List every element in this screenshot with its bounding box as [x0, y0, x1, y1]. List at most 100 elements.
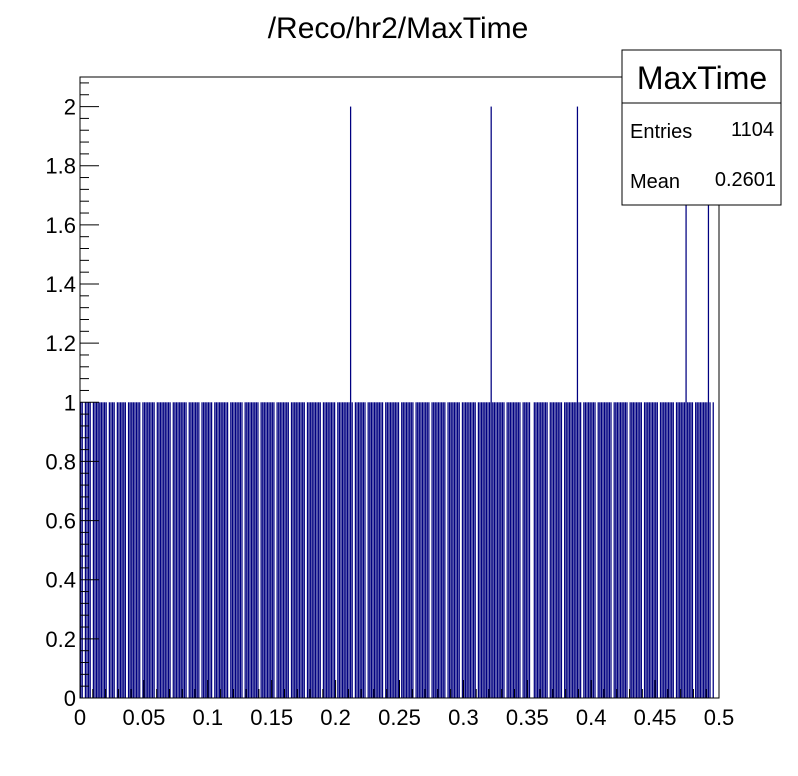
histogram-bar	[193, 402, 195, 698]
histogram-bar	[479, 402, 481, 698]
histogram-bar	[525, 402, 527, 698]
histogram-bar	[407, 402, 409, 698]
histogram-bar	[426, 402, 428, 698]
histogram-bar	[332, 402, 334, 698]
histogram-bar	[292, 402, 294, 698]
histogram-bar	[190, 402, 192, 698]
histogram-bar	[105, 402, 107, 698]
histogram-bar	[100, 402, 103, 698]
histogram-bar	[492, 402, 494, 698]
histogram-bar	[97, 402, 99, 698]
histogram-bar	[231, 402, 234, 698]
histogram-bar	[329, 402, 331, 698]
histogram-bar	[249, 402, 251, 698]
histogram-bar	[495, 402, 497, 698]
x-axis: 0 0.05 0.1 0.15 0.2 0.25 0.3 0.35 0.4 0.45 0.5	[74, 680, 734, 730]
histogram-bar	[522, 402, 524, 698]
histogram-bar	[706, 402, 708, 698]
histogram-bar	[81, 402, 83, 698]
histogram-bar	[679, 402, 681, 698]
histogram-bar	[592, 402, 595, 698]
histogram-bar	[536, 402, 539, 698]
histogram-bar	[607, 402, 609, 698]
histogram-bar	[653, 402, 655, 698]
histogram-bar	[482, 402, 484, 698]
histogram-bar	[207, 402, 210, 698]
histogram-bar	[327, 402, 329, 698]
histogram-bar	[337, 402, 339, 698]
histogram-bar	[373, 402, 376, 698]
y-tick-label: 2	[64, 95, 76, 120]
histogram-bar	[503, 402, 505, 698]
x-tick-label: 0.45	[634, 705, 677, 730]
histogram-bar	[659, 402, 662, 698]
histogram-bar	[158, 402, 160, 698]
histogram-bar	[276, 402, 278, 698]
histogram-bar	[201, 402, 203, 698]
histogram-bar	[233, 402, 235, 698]
histogram-bar	[519, 402, 521, 698]
histogram-bar	[517, 402, 519, 698]
histogram-bar	[588, 402, 590, 698]
histogram-bar	[461, 402, 464, 698]
histogram-bar	[682, 402, 684, 698]
histogram-bar	[586, 402, 588, 698]
histogram-bar	[175, 402, 178, 698]
histogram-bar	[450, 402, 452, 698]
histogram-bar	[661, 402, 663, 698]
histogram-bar	[123, 402, 125, 698]
histogram-bar	[113, 402, 115, 698]
histogram-bar	[410, 402, 412, 698]
histogram-bar	[244, 402, 246, 698]
histogram-bar	[637, 402, 639, 698]
histogram-bar	[286, 402, 288, 698]
x-tick-label: 0.5	[704, 705, 735, 730]
histogram-bar	[330, 402, 333, 698]
histogram-bar	[341, 402, 344, 698]
histogram-bar	[602, 402, 604, 698]
histogram-bar	[580, 402, 582, 698]
histogram-bar	[268, 402, 270, 698]
histogram-bar	[255, 402, 257, 698]
y-tick-label: 0	[64, 686, 76, 711]
histogram-bar	[488, 402, 491, 698]
histogram-bar	[222, 402, 224, 698]
histogram-bar	[477, 402, 480, 698]
histogram-bar	[356, 402, 358, 698]
histogram-bar	[575, 402, 577, 698]
histogram-bar	[449, 402, 451, 698]
histogram-bar	[535, 402, 537, 698]
histogram-bar	[698, 402, 700, 698]
histogram-bar	[94, 402, 96, 698]
histogram-bar	[565, 402, 567, 698]
histogram-bar	[568, 402, 571, 698]
histogram-bar	[236, 402, 238, 698]
histogram-bar	[241, 402, 243, 698]
histogram-bar	[86, 402, 88, 698]
histogram-bar	[472, 402, 475, 698]
histogram-bar	[266, 402, 269, 698]
stats-mean-label: Mean	[630, 171, 680, 193]
histogram-bar	[656, 402, 658, 698]
histogram-bar	[639, 402, 641, 698]
histogram-bar	[669, 402, 671, 698]
histogram-bar	[572, 402, 574, 698]
histogram-bar	[471, 402, 473, 698]
histogram-bar	[191, 402, 194, 698]
histogram-bar	[412, 402, 414, 698]
histogram-bar	[252, 402, 254, 698]
histogram-bar	[87, 402, 90, 698]
histogram-bar	[496, 402, 499, 698]
histogram-bar	[298, 402, 301, 698]
y-tick-label: 1	[64, 390, 76, 415]
histogram-bar	[351, 402, 353, 698]
histogram-bar	[234, 402, 237, 698]
histogram-bar	[169, 402, 171, 698]
histogram-bar	[409, 402, 411, 698]
histogram-bar	[166, 402, 168, 698]
histogram-bar	[121, 402, 123, 698]
histogram-bar	[334, 402, 336, 698]
histogram-bar	[573, 402, 575, 698]
histogram-bar	[696, 402, 698, 698]
histogram-bar	[468, 402, 470, 698]
